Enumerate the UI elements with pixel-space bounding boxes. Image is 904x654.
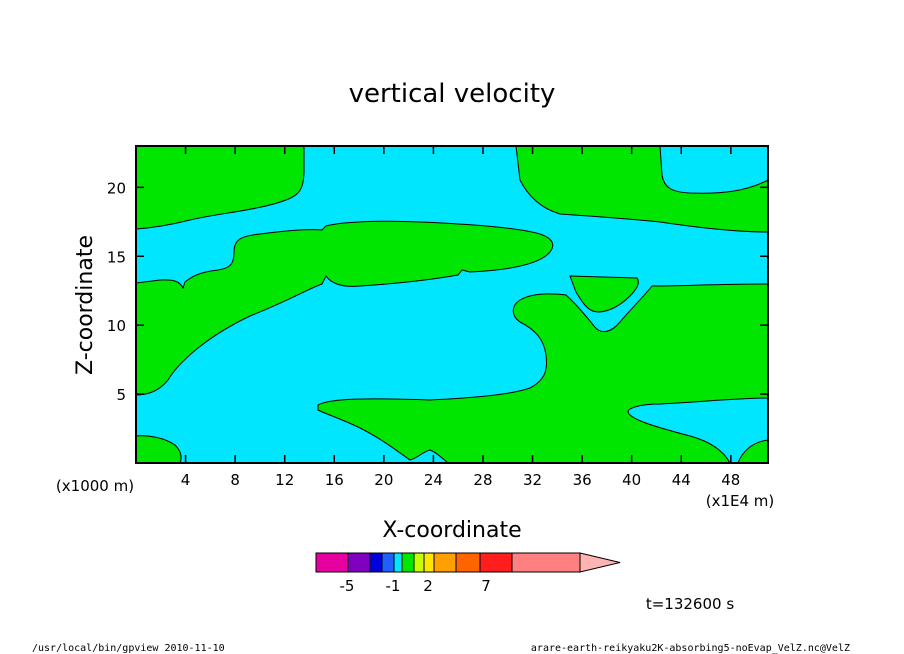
colorbar-tick-label: 7 <box>481 577 491 595</box>
y-axis-label: Z-coordinate <box>73 235 98 375</box>
colorbar-swatch <box>413 552 425 573</box>
colorbar-swatch <box>433 552 457 573</box>
colorbar-labels: -5 -1 2 7 <box>340 577 491 595</box>
y-axis: 5 10 15 20 <box>107 179 768 404</box>
x-axis-label: X-coordinate <box>382 518 521 543</box>
y-tick-label: 15 <box>107 248 126 266</box>
contour-region-bottom-left <box>135 435 182 464</box>
contour-region-band-upper <box>135 220 554 396</box>
x-tick-label: 12 <box>275 471 294 489</box>
contour-region-small-triangle <box>569 275 639 313</box>
x-tick-label: 44 <box>672 471 691 489</box>
colorbar-tick-label: -1 <box>386 577 401 595</box>
y-tick-label: 10 <box>107 317 126 335</box>
x-tick-label: 4 <box>181 471 191 489</box>
x-tick-label: 24 <box>424 471 443 489</box>
colorbar-swatch <box>315 552 349 573</box>
x-tick-label: 36 <box>573 471 592 489</box>
colorbar-swatch <box>369 552 383 573</box>
colorbar-swatch <box>423 552 435 573</box>
y-tick-label: 20 <box>107 179 126 197</box>
x-tick-label: 28 <box>473 471 492 489</box>
y-tick-label: 5 <box>116 386 126 404</box>
x-tick-label: 48 <box>721 471 740 489</box>
footer-left: /usr/local/bin/gpview 2010-11-10 <box>32 643 225 654</box>
colorbar-swatch <box>479 552 513 573</box>
colorbar-tick-label: -5 <box>340 577 355 595</box>
colorbar <box>315 552 621 573</box>
x-tick-label: 16 <box>325 471 344 489</box>
x-unit-left: (x1000 m) <box>56 477 134 495</box>
x-tick-label: 40 <box>622 471 641 489</box>
plot-area <box>135 145 769 464</box>
plot-frame <box>135 145 769 464</box>
contour-region-lower-right <box>317 283 769 464</box>
x-axis: 4 8 12 16 20 24 28 32 36 40 44 48 <box>181 146 740 489</box>
colorbar-arrow <box>579 552 621 573</box>
chart-title: vertical velocity <box>349 79 556 109</box>
colorbar-swatch <box>455 552 481 573</box>
time-label: t=132600 s <box>646 595 734 613</box>
colorbar-swatch <box>381 552 395 573</box>
x-unit-right: (x1E4 m) <box>706 492 775 510</box>
footer-right: arare-earth-reikyaku2K-absorbing5-noEvap… <box>531 643 850 654</box>
x-tick-label: 32 <box>523 471 542 489</box>
colorbar-swatch <box>393 552 403 573</box>
colorbar-swatch <box>511 552 581 573</box>
contour-region-top-middle-right <box>515 145 769 233</box>
colorbar-tick-label: 2 <box>423 577 433 595</box>
colorbar-swatch <box>401 552 415 573</box>
x-tick-label: 20 <box>374 471 393 489</box>
x-tick-label: 8 <box>230 471 240 489</box>
colorbar-swatch <box>347 552 371 573</box>
contour-region-top-left <box>135 145 305 230</box>
